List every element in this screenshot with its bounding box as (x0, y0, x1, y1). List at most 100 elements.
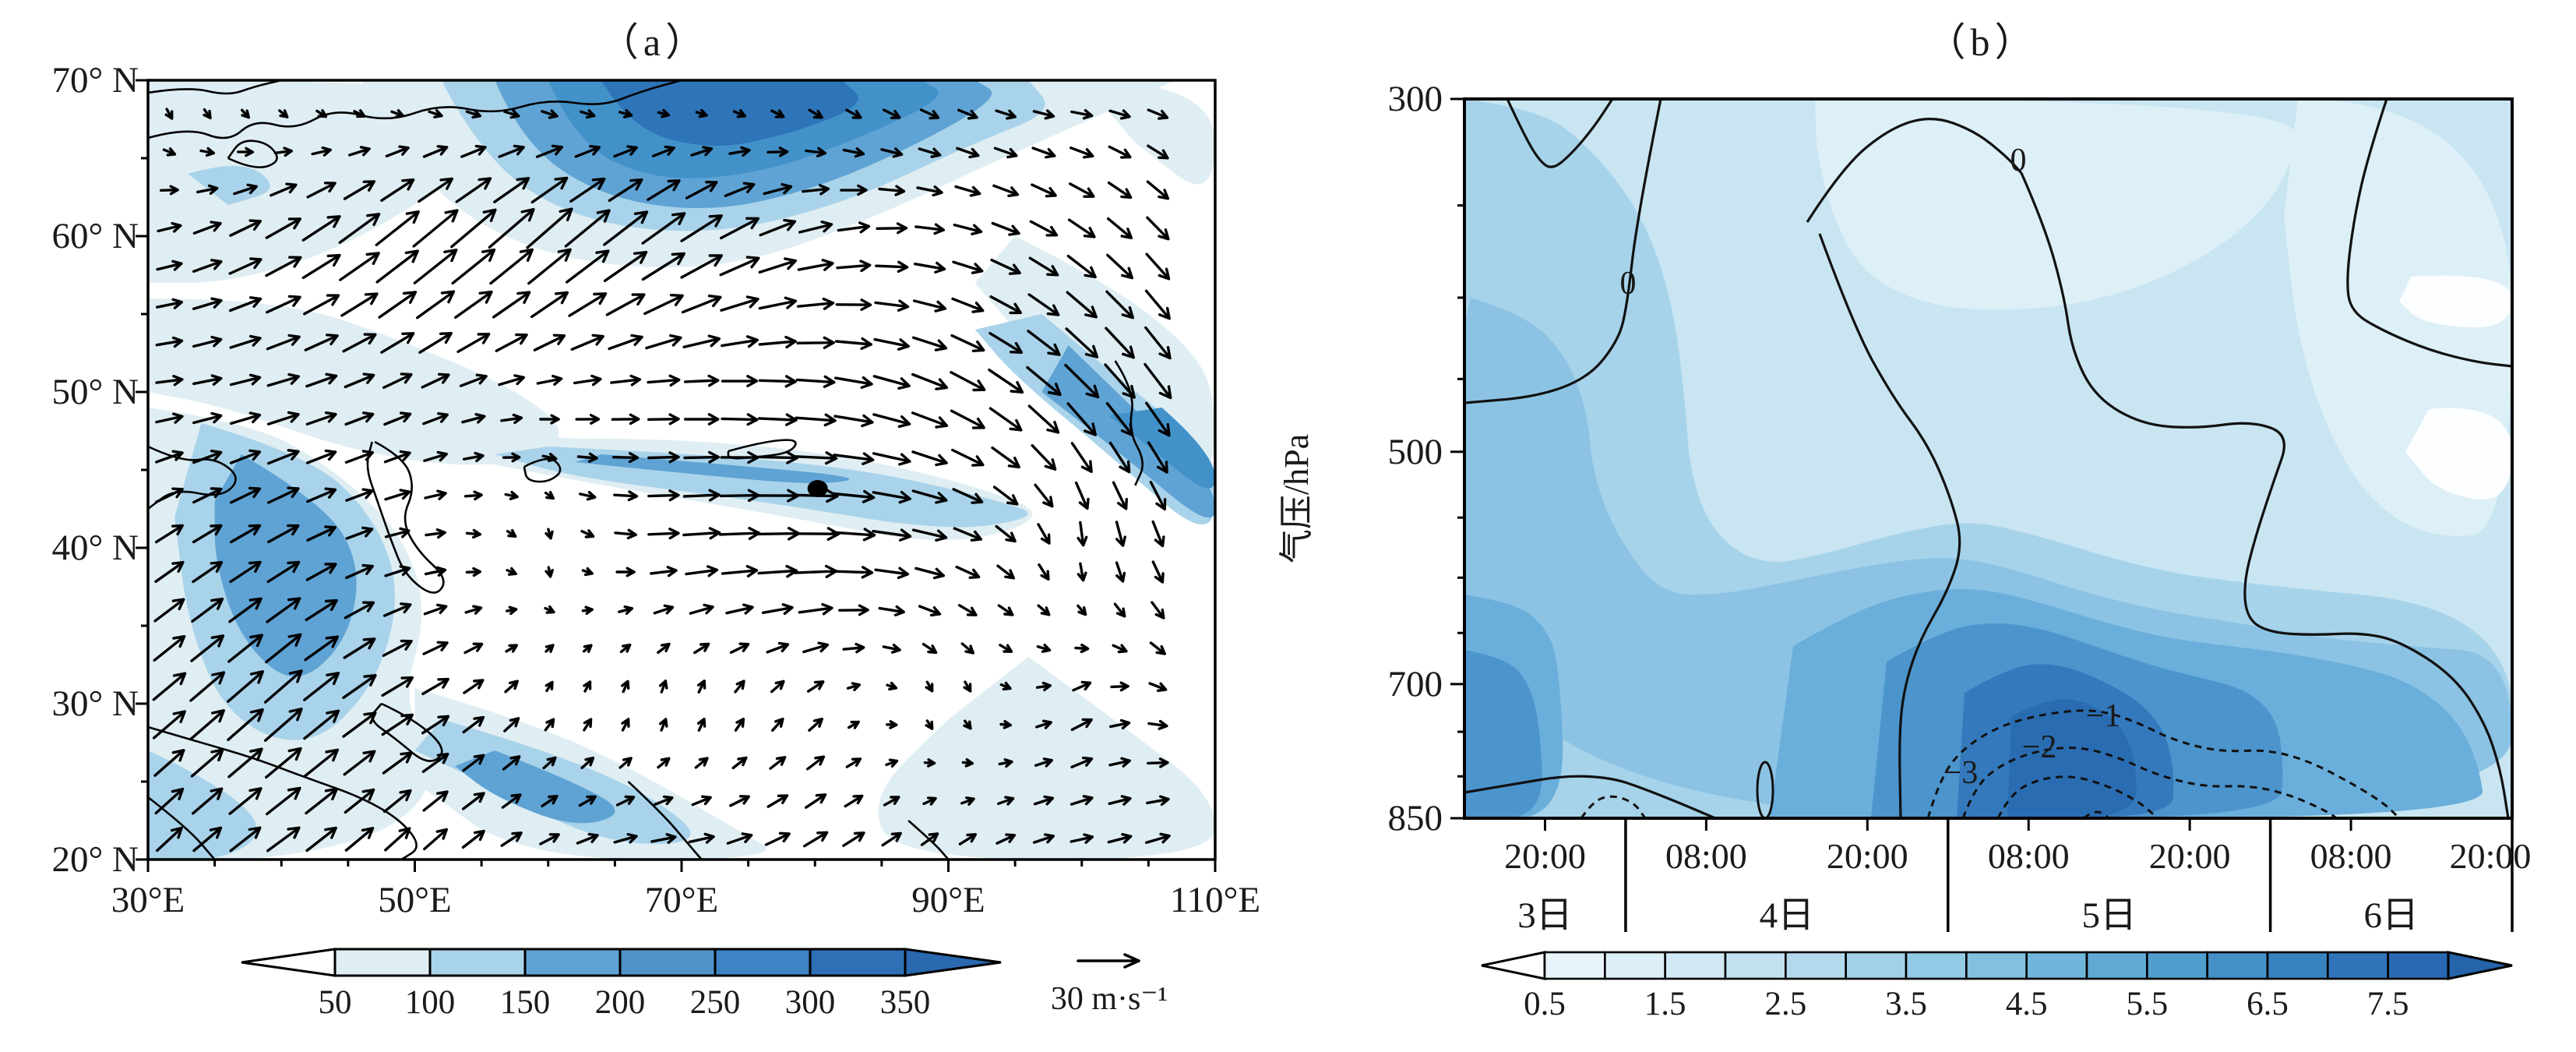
wind-arrow (848, 720, 860, 729)
wind-arrow (1109, 718, 1131, 729)
wind-arrow (227, 670, 264, 703)
wind-arrow (353, 109, 366, 118)
wind-arrow (492, 291, 531, 319)
wind-arrow (228, 257, 263, 275)
colorbar-box (333, 948, 432, 977)
wind-arrow (348, 146, 371, 157)
wind-arrow (345, 488, 374, 502)
contour-line-dashed (1926, 709, 2401, 818)
wind-arrow (1147, 757, 1169, 768)
colorbar-a-label: 150 (499, 984, 551, 1021)
wind-arrow (1146, 216, 1170, 241)
colorbar-b-label: 4.5 (2005, 986, 2048, 1022)
wind-arrow (493, 177, 530, 203)
wind-arrow (758, 375, 797, 388)
wind-arrow (1107, 217, 1133, 239)
wind-arrow (583, 718, 593, 732)
wind-arrow (459, 373, 488, 387)
time-tick-label: 20:00 (2449, 836, 2532, 876)
wind-arrow (766, 794, 789, 808)
wind-arrow (164, 108, 174, 120)
wind-arrow (920, 832, 939, 846)
coastline (148, 80, 282, 95)
wind-arrow (680, 214, 723, 242)
wind-arrow (1035, 719, 1052, 729)
wind-arrow (610, 374, 641, 387)
wind-arrow (1105, 327, 1135, 359)
wind-arrow (461, 829, 485, 849)
wind-arrow (729, 642, 750, 654)
colorbar-b-label: 0.5 (1524, 986, 1566, 1022)
wind-arrow (465, 567, 481, 577)
wind-arrow (270, 182, 298, 197)
colorbar-box (2146, 951, 2208, 980)
wind-arrow (464, 605, 483, 615)
wind-arrow (580, 109, 596, 119)
wind-arrow (423, 603, 448, 616)
wind-arrow (1070, 147, 1094, 159)
wind-arrow (874, 299, 910, 312)
wind-arrow (192, 826, 223, 853)
wind-arrow (1110, 681, 1129, 692)
wind-arrow (421, 677, 449, 696)
wind-arrow (162, 147, 177, 157)
wind-arrow (1145, 401, 1171, 437)
wind-arrow (834, 337, 872, 350)
wind-arrow (618, 109, 633, 118)
wind-arrow (303, 672, 340, 701)
colorbar-b-label: 3.5 (1885, 986, 1927, 1022)
panel-a-map (136, 79, 1217, 872)
wind-arrow (153, 749, 185, 777)
wind-arrow (303, 294, 340, 316)
wind-arrow (999, 644, 1013, 653)
wind-arrow (834, 376, 873, 389)
wind-arrow (305, 449, 337, 464)
wind-arrow (684, 413, 720, 425)
wind-arrow (1146, 795, 1170, 807)
wind-arrow (682, 489, 721, 502)
wind-arrow (305, 563, 337, 581)
wind-arrow (192, 411, 223, 425)
wind-arrow (1070, 109, 1094, 120)
wind-arrow (1108, 795, 1132, 806)
day-label: 3日 (1517, 895, 1573, 936)
wind-arrow (998, 758, 1013, 768)
wind-arrow (728, 146, 751, 157)
wind-arrow (725, 603, 754, 615)
wind-arrow (603, 210, 649, 246)
wind-arrow (1035, 681, 1052, 692)
contour-line-solid (2346, 99, 2512, 368)
wind-arrow (657, 108, 671, 118)
wind-arrow (301, 253, 341, 280)
wind-arrow (506, 567, 517, 576)
wind-arrow (157, 221, 182, 233)
wind-arrow (192, 524, 223, 544)
wind-arrow (229, 334, 262, 349)
wind-arrow (345, 563, 374, 580)
wind-arrow (988, 369, 1024, 394)
wind-arrow (1115, 561, 1126, 583)
wind-arrow (689, 603, 714, 615)
wind-arrow (1144, 289, 1171, 320)
wind-arrow (603, 251, 648, 282)
wind-arrow (846, 682, 861, 691)
wind-arrow (690, 146, 714, 157)
wind-arrow (647, 451, 680, 464)
wind-arrow (608, 334, 643, 351)
wind-arrow (872, 413, 911, 428)
wind-arrow (872, 452, 911, 466)
wind-arrow (265, 256, 302, 277)
lat-label: 60° N (51, 216, 139, 256)
wind-arrow (808, 718, 823, 732)
wind-arrow (527, 248, 572, 285)
colorbar-a-label: 100 (404, 984, 456, 1021)
wind-arrow (342, 674, 377, 699)
wind-arrow (833, 566, 874, 579)
wind-arrow (1037, 523, 1051, 545)
wind-arrow (647, 528, 680, 540)
wind-arrow (798, 602, 833, 616)
wind-arrow (763, 182, 793, 196)
wind-arrow (1070, 756, 1094, 768)
wind-arrow (451, 248, 496, 285)
shaded-region (188, 166, 270, 205)
